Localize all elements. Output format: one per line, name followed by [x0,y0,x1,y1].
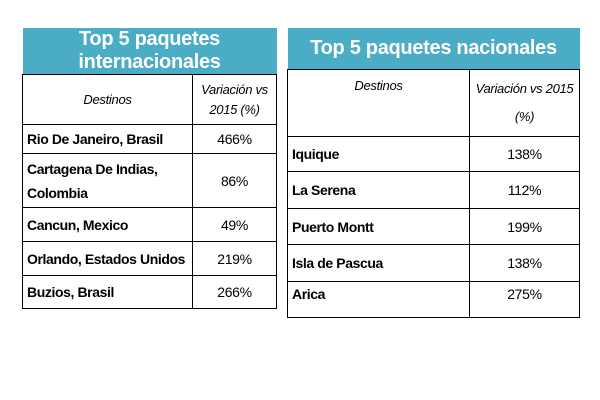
destination-cell: La Serena [287,171,470,209]
variation-cell: 275% [469,281,580,318]
table-row: Orlando, Estados Unidos 219% [22,241,278,276]
table-row: Puerto Montt 199% [287,208,580,245]
variation-cell: 199% [469,208,580,245]
table-header-row: Destinos Variación vs 2015 (%) [22,74,278,125]
national-table-title: Top 5 paquetes nacionales [287,28,580,70]
international-packages-table: Top 5 paquetes internacionales Destinos … [22,28,278,309]
table-row: Buzios, Brasil 266% [22,275,278,309]
variation-cell: 86% [191,153,278,208]
international-table-title: Top 5 paquetes internacionales [22,28,277,75]
header-destinos: Destinos [287,69,470,137]
destination-cell: Cartagena De Indias, Colombia [22,153,193,208]
table-title-row: Top 5 paquetes internacionales [22,28,277,75]
destination-cell: Rio De Janeiro, Brasil [22,124,193,154]
header-destinos: Destinos [22,74,193,125]
variation-cell: 112% [469,171,580,209]
national-packages-table: Top 5 paquetes nacionales Destinos Varia… [287,28,580,318]
table-header-row: Destinos Variación vs 2015 (%) [287,69,580,137]
table-row: Arica 275% [287,281,580,318]
variation-cell: 266% [191,275,278,309]
destination-cell: Buzios, Brasil [22,275,193,309]
variation-cell: 138% [469,244,580,282]
table-row: Iquique 138% [287,136,580,172]
destination-cell: Iquique [287,136,470,172]
destination-cell: Isla de Pascua [287,244,470,282]
table-row: Isla de Pascua 138% [287,244,580,282]
variation-cell: 219% [191,241,278,276]
destination-cell: Orlando, Estados Unidos [22,241,193,276]
table-row: Cartagena De Indias, Colombia 86% [22,153,278,208]
header-variacion: Variación vs 2015 (%) [469,69,580,137]
table-row: Cancun, Mexico 49% [22,207,278,242]
header-variacion: Variación vs 2015 (%) [191,74,278,125]
destination-cell: Arica [287,281,470,318]
variation-cell: 138% [469,136,580,172]
destination-cell: Puerto Montt [287,208,470,245]
table-row: La Serena 112% [287,171,580,209]
variation-cell: 49% [191,207,278,242]
table-row: Rio De Janeiro, Brasil 466% [22,124,278,154]
destination-cell: Cancun, Mexico [22,207,193,242]
table-title-row: Top 5 paquetes nacionales [287,28,580,70]
variation-cell: 466% [191,124,278,154]
